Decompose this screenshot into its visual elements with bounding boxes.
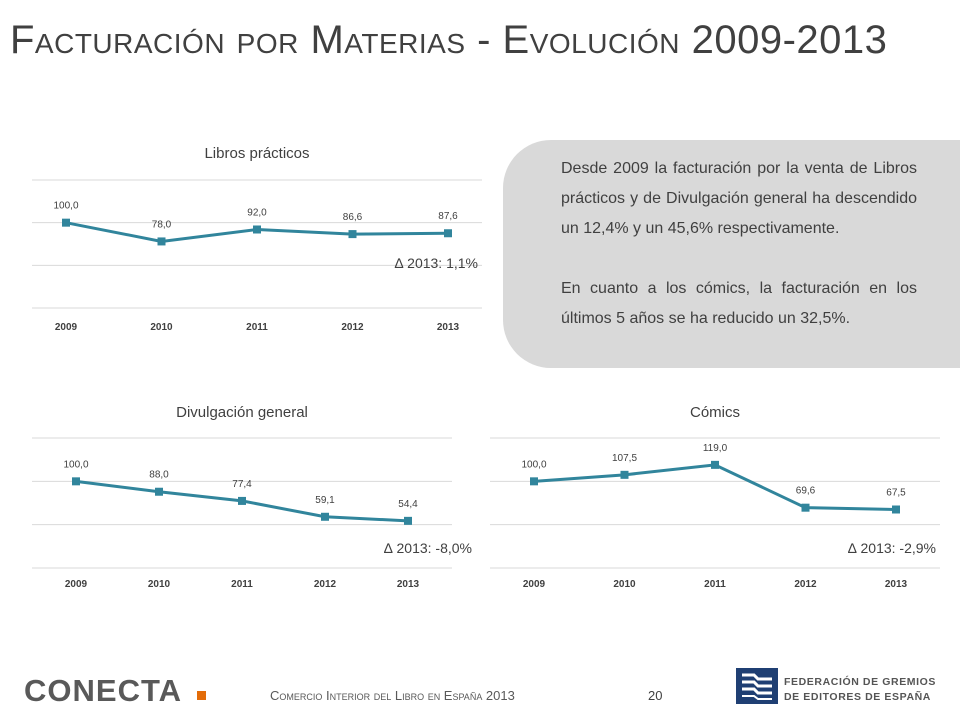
data-label: 100,0 <box>521 459 546 470</box>
data-label: 78,0 <box>152 219 172 230</box>
data-point <box>892 505 900 514</box>
x-tick-label: 2010 <box>148 579 171 590</box>
data-point <box>530 477 538 486</box>
chart-svg: Divulgación general 2009 2010 2011 2012 2013 1… <box>32 404 472 590</box>
data-label: 107,5 <box>612 453 637 464</box>
data-label: 87,6 <box>438 211 458 222</box>
conecta-logo-text: CONECTA <box>24 674 182 708</box>
data-label: 88,0 <box>149 470 169 481</box>
footer-text: Comercio Interior del Libro en España 20… <box>270 688 515 703</box>
x-tick-label: 2011 <box>231 579 253 590</box>
chart-title: Cómics <box>690 404 740 421</box>
data-label: 69,6 <box>796 486 816 497</box>
data-label: 119,0 <box>703 443 728 454</box>
x-tick-label: 2010 <box>613 579 636 590</box>
federacion-line-2: DE EDITORES DE ESPAÑA <box>784 691 931 703</box>
page-number: 20 <box>648 688 663 703</box>
page-title: Facturación por Materias - Evolución 200… <box>10 18 888 62</box>
data-point <box>238 496 246 505</box>
data-label: 86,6 <box>343 212 363 223</box>
summary-textbox: Desde 2009 la facturación por la venta d… <box>503 140 960 368</box>
data-point <box>444 229 452 238</box>
data-point <box>711 460 719 469</box>
x-tick-label: 2012 <box>314 579 337 590</box>
federacion-line-1: FEDERACIÓN DE GREMIOS <box>784 676 937 688</box>
x-tick-label: 2009 <box>55 322 78 333</box>
summary-paragraph-1: Desde 2009 la facturación por la venta d… <box>561 160 917 237</box>
x-tick-label: 2012 <box>794 579 817 590</box>
chart-libros-practicos: Libros prácticos 2009 2010 2011 2012 2013 100,… <box>30 138 482 338</box>
data-point <box>157 237 166 246</box>
data-point <box>155 487 163 496</box>
data-label: 100,0 <box>63 459 88 470</box>
data-label: 67,5 <box>886 488 906 499</box>
chart-divulgacion-general: Divulgación general 2009 2010 2011 2012 2013 1… <box>30 398 472 590</box>
x-tick-label: 2009 <box>65 579 88 590</box>
chart-title: Libros prácticos <box>204 145 309 162</box>
chart-comics: Cómics 2009 2010 2011 2012 2013 100,0 107,5 119,… <box>488 398 940 590</box>
data-point <box>801 503 810 512</box>
delta-annotation: ∆ 2013: 1,1% <box>395 255 478 271</box>
delta-annotation: ∆ 2013: -2,9% <box>848 540 936 556</box>
federacion-logo-text: FEDERACIÓN DE GREMIOS DE EDITORES DE ESP… <box>784 675 936 705</box>
conecta-logo: CONECTA <box>24 674 206 708</box>
data-point <box>72 477 80 486</box>
data-point <box>321 512 329 521</box>
chart-title: Divulgación general <box>176 404 308 421</box>
x-tick-label: 2013 <box>885 579 908 590</box>
delta-annotation: ∆ 2013: -8,0% <box>384 540 472 556</box>
x-tick-label: 2013 <box>397 579 420 590</box>
conecta-logo-dot-icon <box>197 691 206 700</box>
x-tick-label: 2013 <box>437 322 460 333</box>
x-tick-label: 2011 <box>246 322 268 333</box>
data-label: 100,0 <box>53 201 78 212</box>
chart-svg: Libros prácticos 2009 2010 2011 2012 2013 100,… <box>32 145 482 333</box>
summary-paragraph-2: En cuanto a los cómics, la facturación e… <box>561 280 917 327</box>
data-point <box>404 516 412 525</box>
x-tick-label: 2011 <box>704 579 726 590</box>
data-point <box>620 470 629 479</box>
data-point <box>348 230 357 239</box>
data-label: 59,1 <box>315 495 335 506</box>
data-label: 54,4 <box>398 499 418 510</box>
chart-svg: Cómics 2009 2010 2011 2012 2013 100,0 107,5 119,… <box>490 404 940 590</box>
series-line <box>533 463 897 511</box>
data-point <box>62 218 70 227</box>
data-point <box>253 225 261 234</box>
data-label: 77,4 <box>232 479 252 490</box>
x-tick-label: 2012 <box>341 322 364 333</box>
x-tick-label: 2010 <box>150 322 173 333</box>
x-tick-label: 2009 <box>523 579 546 590</box>
data-label: 92,0 <box>247 207 267 218</box>
federacion-logo-icon <box>736 668 778 704</box>
